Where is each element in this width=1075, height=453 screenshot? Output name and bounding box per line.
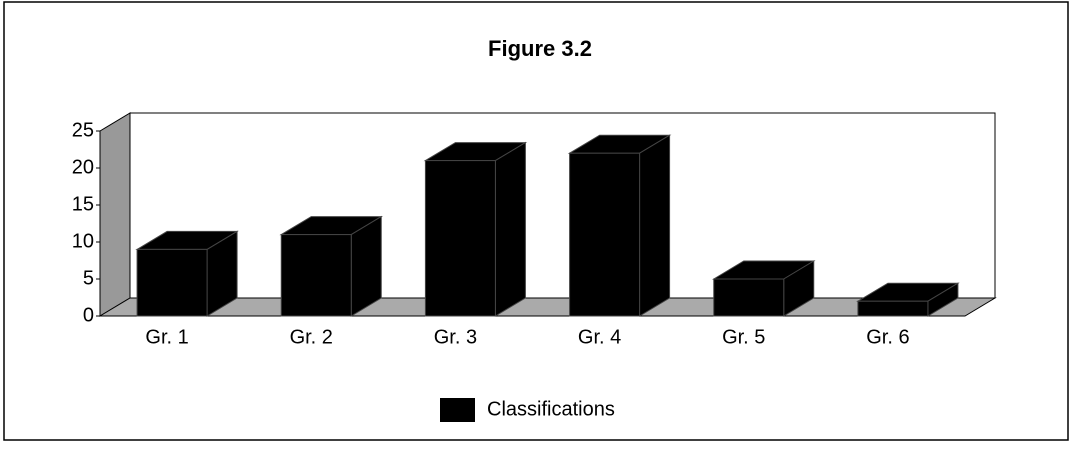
y-tick-label: 15 (72, 193, 94, 215)
x-tick-label: Gr. 6 (866, 326, 909, 348)
back-wall (129, 112, 996, 299)
bar-side (494, 141, 526, 317)
bar-side (639, 134, 671, 317)
x-tick-label: Gr. 1 (145, 326, 188, 348)
x-tick-label: Gr. 3 (434, 326, 477, 348)
x-tick-label: Gr. 4 (578, 326, 621, 348)
legend-swatch (440, 398, 475, 422)
bar (857, 300, 929, 317)
y-tick-label: 25 (72, 119, 94, 141)
bar (280, 234, 352, 317)
y-tick-label: 5 (83, 267, 94, 289)
x-tick-label: Gr. 2 (290, 326, 333, 348)
bar-side (350, 215, 382, 317)
bar (569, 152, 641, 317)
y-tick-label: 10 (72, 230, 94, 252)
chart-title: Figure 3.2 (488, 36, 592, 61)
x-tick-label: Gr. 5 (722, 326, 765, 348)
side-wall (99, 112, 131, 317)
bar (713, 278, 785, 317)
y-tick-label: 0 (83, 304, 94, 326)
y-tick-label: 20 (72, 156, 94, 178)
legend-label: Classifications (487, 398, 615, 420)
bar (136, 248, 208, 317)
bar (424, 160, 496, 317)
